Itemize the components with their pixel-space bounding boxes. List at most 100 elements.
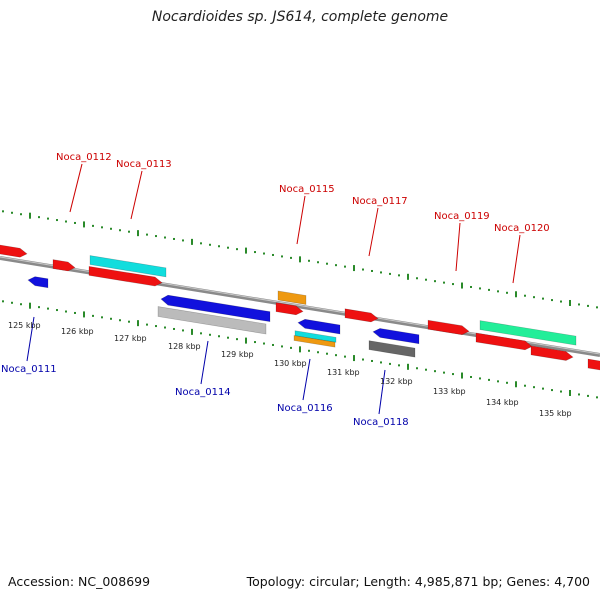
- tick-label: 134 kbp: [486, 398, 519, 407]
- track-dot-bottom: [308, 349, 310, 352]
- gene-label-noca_0118: Noca_0118: [353, 417, 409, 428]
- track-dot-top: [488, 288, 490, 291]
- track-dot-top: [83, 221, 85, 228]
- track-dot-bottom: [560, 390, 562, 393]
- track-dot-top: [308, 259, 310, 262]
- track-dot-top: [425, 278, 427, 281]
- label-leader-line: [69, 163, 83, 213]
- track-dot-top: [110, 227, 112, 230]
- track-dot-top: [11, 211, 13, 214]
- gene-feature: [52, 259, 76, 272]
- gene-label-noca_0119: Noca_0119: [434, 211, 490, 222]
- track-dot-top: [461, 282, 463, 289]
- track-dot-bottom: [11, 301, 13, 304]
- track-dot-top: [173, 237, 175, 240]
- gene-features: [0, 244, 600, 371]
- track-dot-bottom: [443, 371, 445, 374]
- label-leader-line: [368, 207, 379, 257]
- label-leader-line: [296, 195, 306, 245]
- gene-label-noca_0115: Noca_0115: [279, 184, 335, 195]
- track-dot-bottom: [317, 351, 319, 354]
- track-dot-bottom: [335, 354, 337, 357]
- label-leader-line: [512, 234, 521, 284]
- gene-feature: [160, 294, 271, 323]
- gene-feature: [88, 266, 163, 287]
- track-dot-bottom: [65, 310, 67, 313]
- track-dot-bottom: [416, 367, 418, 370]
- track-dot-bottom: [290, 346, 292, 349]
- track-dot-bottom: [524, 384, 526, 387]
- track-dot-top: [101, 226, 103, 229]
- track-dot-top: [452, 283, 454, 286]
- track-dot-bottom: [533, 386, 535, 389]
- tick-label: 132 kbp: [380, 377, 413, 386]
- track-dot-top: [542, 297, 544, 300]
- track-dot-bottom: [506, 381, 508, 384]
- gene-label-noca_0113: Noca_0113: [116, 159, 172, 170]
- track-dot-top: [119, 229, 121, 232]
- track-dot-top: [299, 256, 301, 263]
- dotted-track-bottom: [2, 300, 598, 399]
- track-dot-bottom: [461, 372, 463, 379]
- gene-labels: Noca_0111 Noca_0112 Noca_0113 Noca_0114 Noca…: [1, 152, 550, 428]
- track-dot-bottom: [245, 337, 247, 344]
- track-dot-bottom: [263, 342, 265, 345]
- track-dot-top: [65, 220, 67, 223]
- track-dot-bottom: [173, 327, 175, 330]
- gene-label-noca_0117: Noca_0117: [352, 196, 408, 207]
- track-dot-top: [353, 265, 355, 272]
- track-dot-top: [56, 219, 58, 222]
- track-dot-bottom: [101, 316, 103, 319]
- tick-label: 125 kbp: [8, 321, 41, 330]
- track-dot-top: [380, 271, 382, 274]
- track-dot-bottom: [119, 319, 121, 322]
- tick-labels: 125 kbp 126 kbp 127 kbp 128 kbp 129 kbp 130 k…: [8, 321, 572, 418]
- track-dot-top: [290, 256, 292, 259]
- track-dot-bottom: [389, 362, 391, 365]
- track-dot-top: [263, 252, 265, 255]
- track-dot-bottom: [92, 314, 94, 317]
- track-dot-bottom: [551, 389, 553, 392]
- gene-feature: [344, 308, 379, 323]
- track-dot-top: [560, 300, 562, 303]
- track-dot-bottom: [326, 352, 328, 355]
- accession-text: Accession: NC_008699: [8, 574, 151, 589]
- track-dot-bottom: [56, 309, 58, 312]
- gene-label-noca_0114: Noca_0114: [175, 387, 231, 398]
- gene-feature: [293, 335, 336, 348]
- track-dot-top: [137, 230, 139, 237]
- track-dot-top: [587, 304, 589, 307]
- track-dot-bottom: [182, 329, 184, 332]
- track-dot-top: [515, 291, 517, 298]
- track-dot-top: [200, 242, 202, 245]
- track-dot-top: [74, 221, 76, 224]
- gene-feature: [427, 319, 470, 336]
- track-dot-bottom: [83, 311, 85, 318]
- tick-label: 135 kbp: [539, 409, 572, 418]
- track-dot-bottom: [542, 387, 544, 390]
- track-dot-bottom: [74, 311, 76, 314]
- track-dot-top: [362, 268, 364, 271]
- track-dot-top: [497, 290, 499, 293]
- track-dot-top: [596, 306, 598, 309]
- track-dot-top: [92, 224, 94, 227]
- track-dot-top: [20, 213, 22, 216]
- track-dot-top: [524, 294, 526, 297]
- tick-label: 133 kbp: [433, 387, 466, 396]
- track-dot-bottom: [218, 335, 220, 338]
- gene-feature: [297, 318, 341, 335]
- track-dot-top: [344, 265, 346, 268]
- gene-feature: [587, 358, 600, 371]
- track-dot-top: [281, 255, 283, 258]
- track-dot-bottom: [452, 373, 454, 376]
- track-dot-bottom: [38, 306, 40, 309]
- track-dot-bottom: [47, 307, 49, 310]
- gene-feature: [157, 306, 267, 335]
- track-dot-top: [128, 230, 130, 233]
- genome-title: Nocardioides sp. JS614, complete genome: [151, 9, 449, 25]
- track-dot-bottom: [209, 333, 211, 336]
- track-dot-bottom: [128, 320, 130, 323]
- tick-label: 131 kbp: [327, 368, 360, 377]
- track-dot-bottom: [29, 302, 31, 309]
